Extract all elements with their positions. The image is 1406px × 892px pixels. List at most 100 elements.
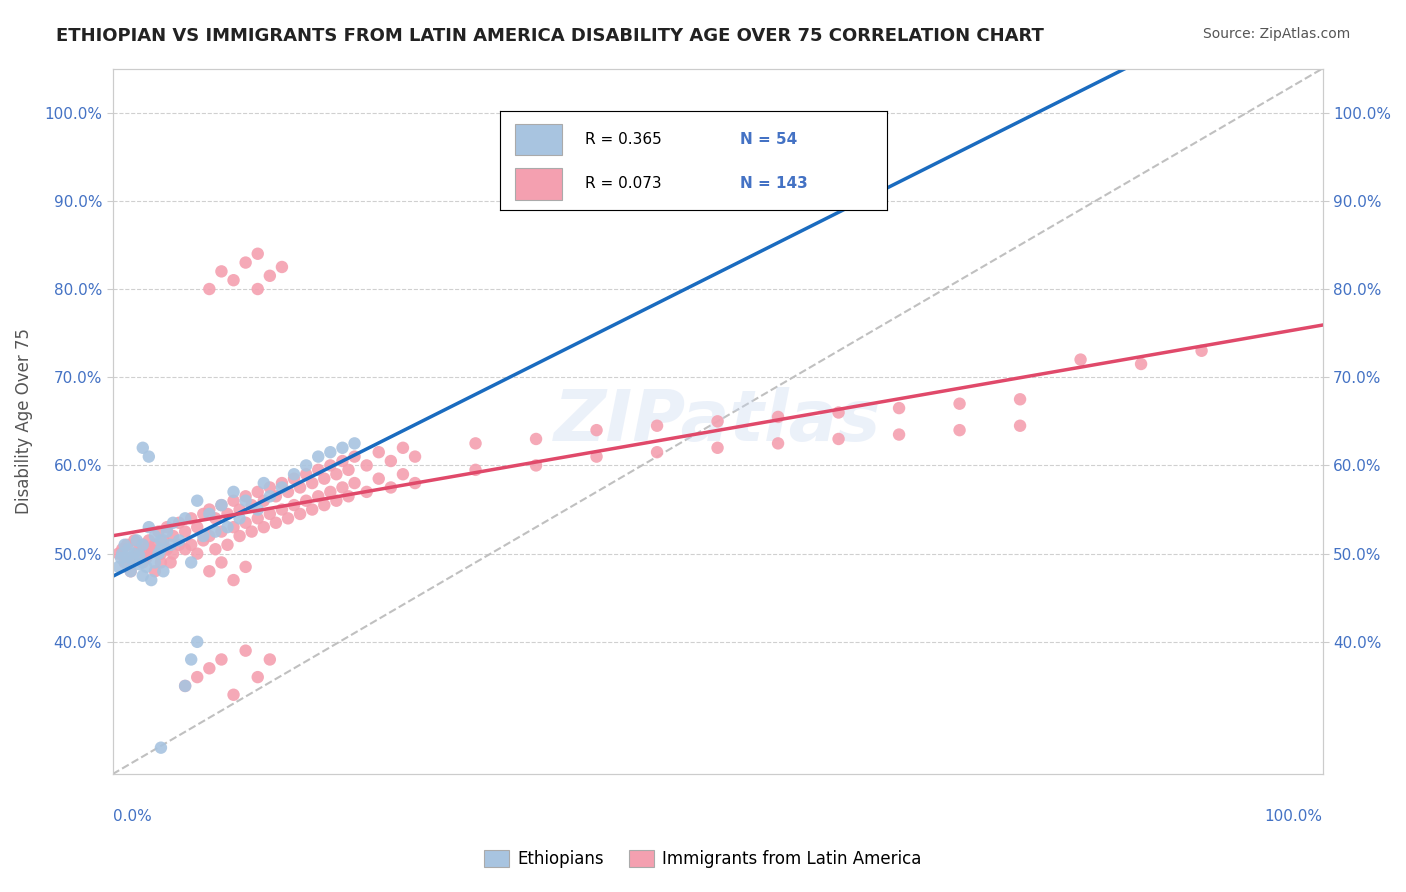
Point (209, 524, 232, 539)
Point (120, 564, 142, 578)
Point (149, 556, 172, 570)
Point (162, 547, 184, 561)
Point (246, 502, 269, 516)
Point (186, 547, 208, 561)
Point (332, 454, 354, 468)
Point (110, 551, 132, 566)
Point (464, 463, 486, 477)
Point (283, 472, 305, 486)
Point (115, 538, 138, 552)
Point (156, 524, 179, 539)
Text: Source: ZipAtlas.com: Source: ZipAtlas.com (1202, 27, 1350, 41)
Point (271, 502, 294, 516)
Point (706, 414, 728, 428)
Point (325, 467, 347, 482)
Point (198, 502, 221, 516)
Point (1191, 343, 1213, 358)
Point (288, 507, 311, 521)
Point (128, 542, 150, 557)
Point (174, 542, 197, 557)
Point (180, 556, 202, 570)
Text: ZIPatlas: ZIPatlas (554, 387, 882, 456)
Point (114, 556, 136, 570)
Point (1130, 357, 1153, 371)
Point (524, 432, 547, 446)
Point (149, 542, 172, 557)
Point (325, 493, 347, 508)
Point (186, 635, 208, 649)
Point (193, 533, 215, 548)
Point (162, 529, 184, 543)
Point (138, 547, 160, 561)
Point (356, 458, 378, 473)
Point (887, 401, 910, 416)
Point (271, 481, 294, 495)
Point (319, 458, 342, 473)
Point (228, 529, 250, 543)
Point (135, 559, 157, 574)
Point (198, 661, 221, 675)
Point (174, 524, 197, 539)
Point (288, 481, 311, 495)
Point (235, 559, 257, 574)
Point (337, 463, 360, 477)
Point (148, 524, 170, 539)
Point (138, 450, 160, 464)
Point (217, 507, 239, 521)
Point (259, 652, 281, 666)
Point (149, 533, 172, 548)
Point (277, 511, 299, 525)
Point (337, 489, 360, 503)
Point (174, 679, 197, 693)
Point (524, 458, 547, 473)
Point (132, 441, 155, 455)
Point (240, 498, 263, 512)
Point (186, 670, 208, 684)
Point (307, 450, 329, 464)
Text: 0.0%: 0.0% (112, 809, 152, 824)
Point (301, 502, 323, 516)
Point (209, 498, 232, 512)
Point (392, 441, 415, 455)
Point (143, 529, 166, 543)
Point (111, 542, 134, 557)
Point (149, 547, 172, 561)
Point (167, 538, 190, 552)
Point (135, 551, 157, 566)
Point (271, 260, 294, 274)
Point (259, 507, 281, 521)
Point (209, 652, 232, 666)
Point (222, 688, 245, 702)
Point (283, 467, 305, 482)
Point (174, 679, 197, 693)
Point (343, 450, 366, 464)
Point (209, 556, 232, 570)
Point (307, 489, 329, 503)
Point (111, 547, 134, 561)
Point (585, 450, 607, 464)
Point (132, 556, 155, 570)
Point (180, 538, 202, 552)
Point (141, 542, 163, 557)
Point (332, 481, 354, 495)
Point (706, 441, 728, 455)
Point (240, 524, 263, 539)
Legend: Ethiopians, Immigrants from Latin America: Ethiopians, Immigrants from Latin Americ… (478, 843, 928, 875)
Text: ETHIOPIAN VS IMMIGRANTS FROM LATIN AMERICA DISABILITY AGE OVER 75 CORRELATION CH: ETHIOPIAN VS IMMIGRANTS FROM LATIN AMERI… (56, 27, 1045, 45)
Point (246, 282, 269, 296)
Point (766, 409, 789, 424)
Point (120, 564, 142, 578)
Point (156, 520, 179, 534)
Point (283, 498, 305, 512)
Point (827, 405, 849, 419)
Point (259, 481, 281, 495)
Point (645, 445, 668, 459)
Point (117, 542, 139, 557)
Point (392, 467, 415, 482)
Point (332, 441, 354, 455)
Point (645, 418, 668, 433)
Point (128, 549, 150, 563)
Point (138, 533, 160, 548)
Point (124, 533, 146, 548)
Point (114, 538, 136, 552)
